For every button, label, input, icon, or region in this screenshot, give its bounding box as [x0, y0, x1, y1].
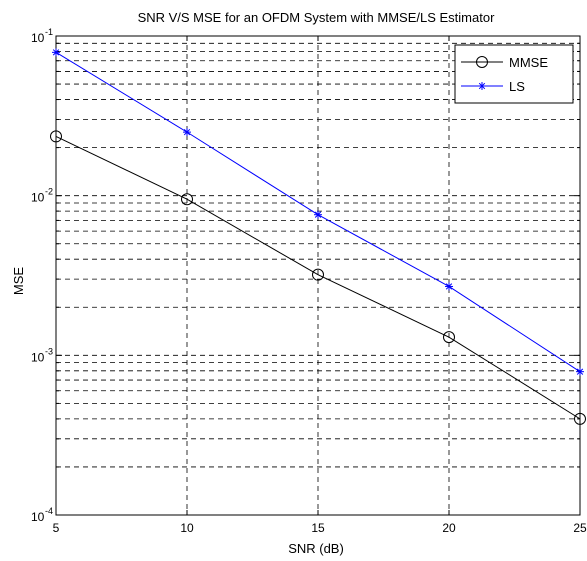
star-stroke	[314, 211, 322, 218]
legend-item: LS	[461, 79, 525, 94]
y-tick-labels: 10-110-210-310-4	[31, 27, 53, 524]
data-point-circle	[443, 331, 455, 344]
y-tick-label-base: 10	[31, 510, 45, 524]
data-point-star	[445, 282, 453, 291]
y-tick-label-exponent: -4	[45, 506, 53, 516]
grid	[56, 36, 580, 515]
legend-label: LS	[509, 79, 525, 94]
data-point-circle	[476, 56, 488, 68]
star-stroke	[576, 368, 584, 375]
star-stroke	[183, 128, 191, 136]
x-tick-label: 25	[573, 521, 587, 535]
data-point-circle	[312, 268, 324, 281]
series-ls	[52, 48, 584, 376]
series-layer	[50, 48, 586, 425]
y-tick-label: 10 -4	[31, 506, 53, 524]
data-point-star	[576, 367, 584, 376]
x-tick-label: 20	[442, 521, 456, 535]
x-axis-label: SNR (dB)	[288, 541, 344, 556]
data-point-circle	[50, 130, 62, 143]
star-stroke	[478, 82, 486, 90]
star-stroke	[445, 283, 453, 290]
y-tick-label-exponent: -2	[45, 187, 53, 197]
legend-item: MMSE	[461, 55, 548, 70]
y-tick-label-base: 10	[31, 191, 45, 205]
y-tick-label: 10 -1	[31, 27, 53, 45]
chart-title: SNR V/S MSE for an OFDM System with MMSE…	[138, 10, 496, 25]
x-tick-label: 10	[180, 521, 194, 535]
data-point-star	[314, 210, 322, 219]
data-point-star	[52, 48, 60, 57]
x-tick-label: 15	[311, 521, 325, 535]
data-point-circle	[574, 412, 586, 425]
y-tick-label-exponent: -1	[45, 27, 53, 37]
y-tick-label: 10 -2	[31, 187, 53, 205]
legend-label: MMSE	[509, 55, 548, 70]
x-tick-label: 5	[53, 521, 60, 535]
series-line	[55, 135, 581, 420]
star-stroke	[52, 49, 60, 56]
data-point-star	[183, 128, 191, 137]
y-tick-label: 10 -3	[31, 346, 53, 364]
series-mmse	[50, 130, 586, 425]
legend-box	[454, 44, 574, 104]
data-point-star	[478, 82, 486, 90]
y-tick-label-base: 10	[31, 31, 45, 45]
y-tick-label-exponent: -3	[45, 346, 53, 356]
y-tick-label-base: 10	[31, 350, 45, 364]
data-point-circle	[181, 193, 193, 206]
y-axis-label: MSE	[11, 267, 26, 296]
legend: MMSE LS	[454, 44, 574, 104]
x-tick-labels: 5 10 15 20 25	[53, 521, 587, 535]
